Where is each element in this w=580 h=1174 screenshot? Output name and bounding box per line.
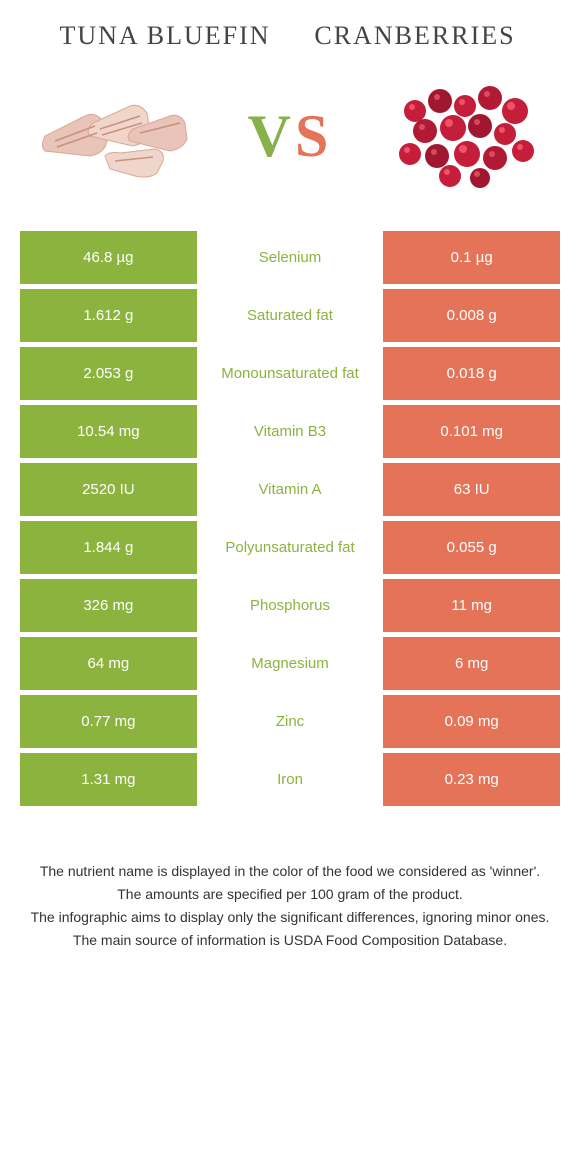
vs-s: S	[295, 103, 332, 169]
value-left: 1.844 g	[20, 521, 202, 579]
nutrient-name: Vitamin B3	[202, 405, 379, 463]
tuna-icon	[35, 81, 195, 191]
nutrient-name: Vitamin A	[202, 463, 379, 521]
value-right: 0.1 µg	[378, 231, 560, 289]
vs-v: V	[248, 103, 295, 169]
value-left: 64 mg	[20, 637, 202, 695]
value-right: 0.101 mg	[378, 405, 560, 463]
table-row: 2520 IUVitamin A63 IU	[20, 463, 560, 521]
footer-line-2: The amounts are specified per 100 gram o…	[30, 884, 550, 905]
table-row: 2.053 gMonounsaturated fat0.018 g	[20, 347, 560, 405]
nutrient-name: Monounsaturated fat	[202, 347, 379, 405]
nutrient-table: 46.8 µgSelenium0.1 µg1.612 gSaturated fa…	[20, 231, 560, 811]
nutrient-name: Zinc	[202, 695, 379, 753]
footer-line-1: The nutrient name is displayed in the co…	[30, 861, 550, 882]
value-right: 0.055 g	[378, 521, 560, 579]
value-left: 0.77 mg	[20, 695, 202, 753]
footer-line-3: The infographic aims to display only the…	[30, 907, 550, 928]
value-right: 0.018 g	[378, 347, 560, 405]
nutrient-name: Saturated fat	[202, 289, 379, 347]
vs-label: VS	[248, 102, 333, 171]
table-row: 1.31 mgIron0.23 mg	[20, 753, 560, 811]
food-title-right: Cranberries	[290, 20, 540, 51]
cranberries-icon	[385, 76, 545, 196]
table-row: 10.54 mgVitamin B30.101 mg	[20, 405, 560, 463]
value-left: 2520 IU	[20, 463, 202, 521]
value-left: 1.612 g	[20, 289, 202, 347]
value-right: 0.23 mg	[378, 753, 560, 811]
nutrient-name: Selenium	[202, 231, 379, 289]
value-right: 0.008 g	[378, 289, 560, 347]
value-left: 46.8 µg	[20, 231, 202, 289]
header: Tuna Bluefin Cranberries	[0, 0, 580, 61]
table-row: 64 mgMagnesium6 mg	[20, 637, 560, 695]
nutrient-name: Polyunsaturated fat	[202, 521, 379, 579]
nutrient-name: Phosphorus	[202, 579, 379, 637]
table-row: 46.8 µgSelenium0.1 µg	[20, 231, 560, 289]
food-image-right	[380, 71, 550, 201]
value-right: 6 mg	[378, 637, 560, 695]
value-left: 1.31 mg	[20, 753, 202, 811]
vs-row: VS	[0, 61, 580, 231]
footer: The nutrient name is displayed in the co…	[0, 811, 580, 973]
nutrient-name: Magnesium	[202, 637, 379, 695]
table-row: 1.612 gSaturated fat0.008 g	[20, 289, 560, 347]
table-row: 326 mgPhosphorus11 mg	[20, 579, 560, 637]
table-row: 1.844 gPolyunsaturated fat0.055 g	[20, 521, 560, 579]
value-right: 0.09 mg	[378, 695, 560, 753]
value-left: 2.053 g	[20, 347, 202, 405]
table-row: 0.77 mgZinc0.09 mg	[20, 695, 560, 753]
footer-line-4: The main source of information is USDA F…	[30, 930, 550, 951]
food-title-left: Tuna Bluefin	[40, 20, 290, 51]
value-right: 11 mg	[378, 579, 560, 637]
value-left: 326 mg	[20, 579, 202, 637]
value-right: 63 IU	[378, 463, 560, 521]
infographic-container: Tuna Bluefin Cranberries V	[0, 0, 580, 973]
nutrient-name: Iron	[202, 753, 379, 811]
value-left: 10.54 mg	[20, 405, 202, 463]
food-image-left	[30, 71, 200, 201]
